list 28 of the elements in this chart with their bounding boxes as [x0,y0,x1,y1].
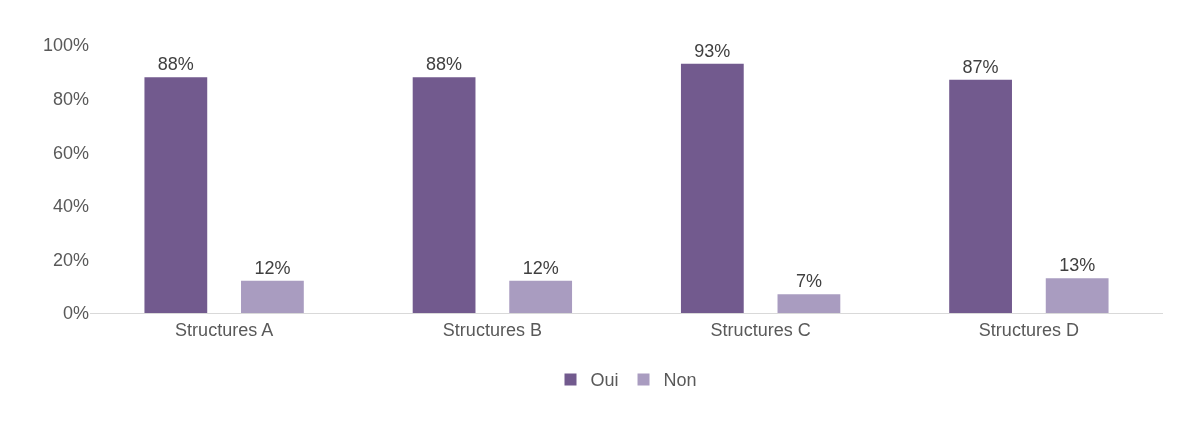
bar [1045,278,1109,313]
bar [241,280,304,313]
bar [412,77,476,313]
data-label: 88% [157,54,194,75]
data-label: 13% [1059,255,1096,276]
bar [144,77,208,313]
bar [949,79,1012,313]
y-tick-label: 20% [52,249,89,270]
x-tick-label: Structures D [978,319,1079,340]
bar [680,63,744,313]
legend-label: Non [663,370,697,391]
data-label: 7% [795,271,822,292]
data-label: 12% [522,257,559,278]
x-tick-label: Structures B [442,319,542,340]
x-tick-label: Structures C [710,319,811,340]
y-tick-label: 100% [42,35,89,56]
data-label: 93% [694,40,731,61]
legend-label: Oui [590,370,619,391]
data-label: 88% [426,54,463,75]
data-label: 12% [254,257,291,278]
bar [777,294,841,313]
y-tick-label: 0% [62,303,89,324]
bar [509,280,573,313]
data-label: 87% [962,56,999,77]
y-tick-label: 80% [52,88,89,109]
y-tick-label: 40% [52,196,89,217]
y-tick-label: 60% [52,142,89,163]
x-tick-label: Structures A [175,319,274,340]
